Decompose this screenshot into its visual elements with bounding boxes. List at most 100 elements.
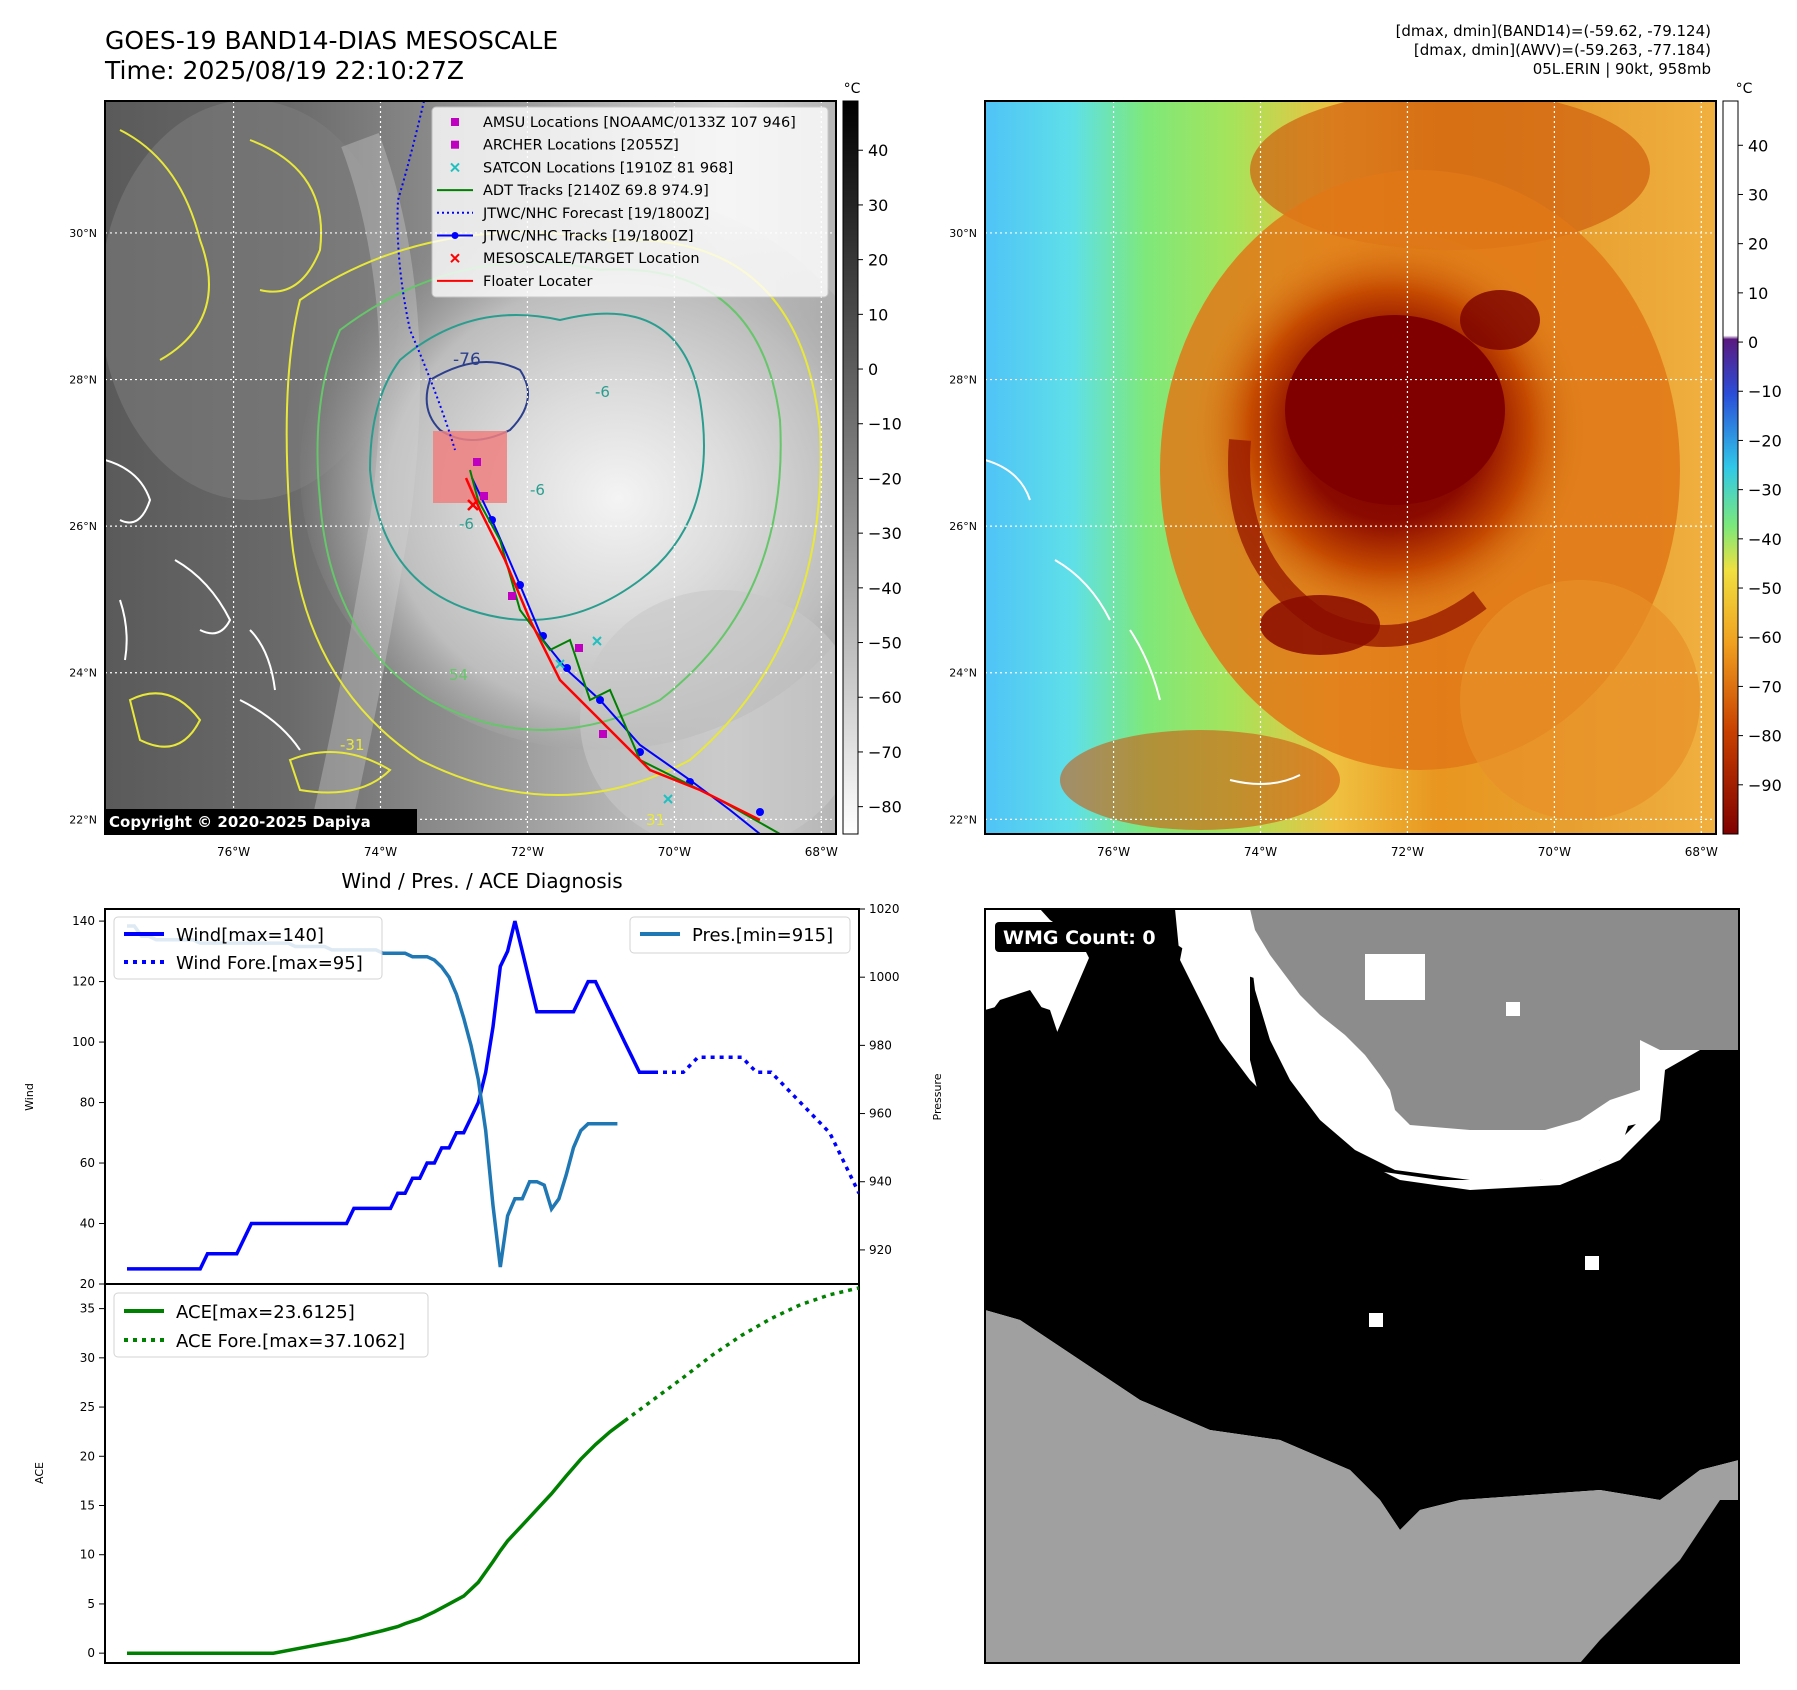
wmg-label-bg (995, 922, 1175, 952)
colorbar-tick-label: −70 (868, 743, 902, 762)
ir-legend: AMSU Locations [NOAAMC/0133Z 107 946] ARC… (431, 106, 829, 298)
contour-label: 54 (449, 666, 468, 684)
colorbar-tick-label: −60 (868, 688, 902, 707)
colorbar-tick-label: −80 (1748, 727, 1782, 746)
wmg-frame (984, 908, 1740, 1664)
pressure-tick-label: 980 (869, 1038, 892, 1052)
wv-imagery (985, 101, 1716, 834)
ace-tick-label: 5 (87, 1597, 95, 1611)
title-line-2: Time: 2025/08/19 22:10:27Z (105, 56, 464, 85)
legend-label: Floater Locater (483, 274, 592, 290)
wind-ticks: 140 120 100 80 60 40 20 (72, 914, 105, 1291)
contour-label: -6 (595, 383, 610, 401)
colorbar-tick-label: −10 (1748, 382, 1782, 401)
wind-tick-label: 40 (80, 1217, 95, 1231)
wind-tick-label: 120 (72, 975, 95, 989)
lat-label: 26°N (69, 520, 97, 533)
wmg-panel (985, 909, 1739, 1663)
colorbar-tick-label: −30 (1748, 481, 1782, 500)
lon-label: 70°W (1538, 845, 1571, 859)
wv-colorbar-unit: °C (1736, 81, 1753, 97)
info-line-3: 05L.ERIN | 90kt, 958mb (1532, 60, 1711, 78)
lon-label: 72°W (1391, 845, 1424, 859)
wind-tick-label: 100 (72, 1035, 95, 1049)
lat-label: 28°N (69, 374, 97, 387)
ir-colorbar-unit: °C (844, 81, 861, 97)
contour-label: -76 (453, 350, 481, 370)
legend-ace-fore: ACE Fore.[max=37.1062] (176, 1331, 405, 1352)
pressure-tick-label: 920 (869, 1243, 892, 1257)
contour-label: -31 (340, 736, 365, 754)
lon-label: 76°W (1097, 845, 1130, 859)
ir-colorbar-ticks: 40 30 20 10 0 −10 −20 −30 −40 −50 −60 −70 −80 (858, 141, 902, 817)
lon-label: 74°W (1244, 845, 1277, 859)
legend-wind-fore: Wind Fore.[max=95] (176, 953, 363, 974)
lat-label: 22°N (69, 813, 97, 826)
legend-marker (451, 140, 459, 149)
wv-lat-labels: 30°N 28°N 26°N 24°N 22°N (949, 227, 977, 826)
legend-label: AMSU Locations [NOAAMC/0133Z 107 946] (483, 115, 796, 131)
lon-label: 68°W (1685, 845, 1718, 859)
colorbar-tick-label: 20 (1748, 235, 1768, 254)
colorbar-tick-label: −40 (1748, 530, 1782, 549)
amsu-markers (473, 458, 607, 738)
colorbar-tick-label: −40 (868, 579, 902, 598)
lon-label: 74°W (364, 845, 397, 859)
lon-label: 76°W (217, 845, 250, 859)
colorbar-tick-label: −50 (1748, 579, 1782, 598)
legend-marker (451, 232, 459, 239)
legend-label: JTWC/NHC Forecast [19/1800Z] (482, 206, 709, 222)
legend-pres: Pres.[min=915] (692, 925, 833, 946)
colorbar-tick-label: −20 (1748, 431, 1782, 450)
legend-label: JTWC/NHC Tracks [19/1800Z] (482, 229, 694, 245)
ir-frame (104, 100, 837, 835)
wind-ylabel: Wind (23, 1083, 36, 1111)
colorbar-tick-label: 30 (1748, 185, 1768, 204)
floater-box (433, 431, 507, 503)
lon-label: 72°W (511, 845, 544, 859)
ace-tick-label: 0 (87, 1646, 95, 1660)
ace-ticks: 35 30 25 20 15 10 5 0 (80, 1302, 105, 1660)
legend-marker (451, 118, 459, 126)
colorbar-tick-label: 10 (868, 305, 888, 324)
ace-tick-label: 35 (80, 1302, 95, 1316)
colorbar-tick-label: −70 (1748, 677, 1782, 696)
legend-label: ADT Tracks [2140Z 69.8 974.9] (483, 183, 709, 199)
pressure-tick-label: 940 (869, 1175, 892, 1189)
wind-tick-label: 20 (80, 1277, 95, 1291)
colorbar-tick-label: 40 (868, 141, 888, 160)
legend-label: MESOSCALE/TARGET Location (483, 251, 700, 267)
colorbar-tick-label: −80 (868, 798, 902, 817)
wv-frame (984, 100, 1717, 835)
wmg-count-label: WMG Count: 0 (1003, 927, 1156, 949)
lat-label: 30°N (949, 227, 977, 240)
copyright-bg (105, 809, 417, 833)
ace-plot (127, 1286, 859, 1655)
ace-tick-label: 30 (80, 1351, 95, 1365)
ace-forecast-line (623, 1286, 859, 1423)
colorbar-tick-label: 30 (868, 196, 888, 215)
legend-marker (450, 162, 460, 173)
ir-lon-labels: 76°W 74°W 72°W 70°W 68°W (217, 845, 838, 859)
lat-label: 24°N (949, 667, 977, 680)
floater-track (464, 477, 761, 822)
wv-colorbar-ticks: 40 30 20 10 0 −10 −20 −30 −40 −50 −60 −70 −80 −90 (1738, 136, 1782, 795)
legend-label: ARCHER Locations [2055Z] (483, 138, 679, 154)
contour-label: -6 (530, 481, 545, 499)
lat-label: 30°N (69, 227, 97, 240)
info-line-1: [dmax, dmin](BAND14)=(-59.62, -79.124) (1395, 22, 1711, 40)
pressure-tick-label: 1000 (869, 970, 900, 984)
target-marker (467, 499, 479, 511)
best-track-points (488, 516, 764, 816)
figure-title: GOES-19 BAND14-DIAS MESOSCALE Time: 2025… (105, 26, 558, 86)
colorbar-tick-label: −20 (868, 469, 902, 488)
pressure-tick-label: 960 (869, 1107, 892, 1121)
satcon-markers (555, 636, 673, 804)
colorbar-tick-label: −10 (868, 415, 902, 434)
legend-marker (450, 253, 460, 263)
wind-tick-label: 140 (72, 914, 95, 928)
colorbar-tick-label: −60 (1748, 628, 1782, 647)
legend-wind: Wind[max=140] (176, 925, 324, 946)
wind-tick-label: 80 (80, 1096, 95, 1110)
